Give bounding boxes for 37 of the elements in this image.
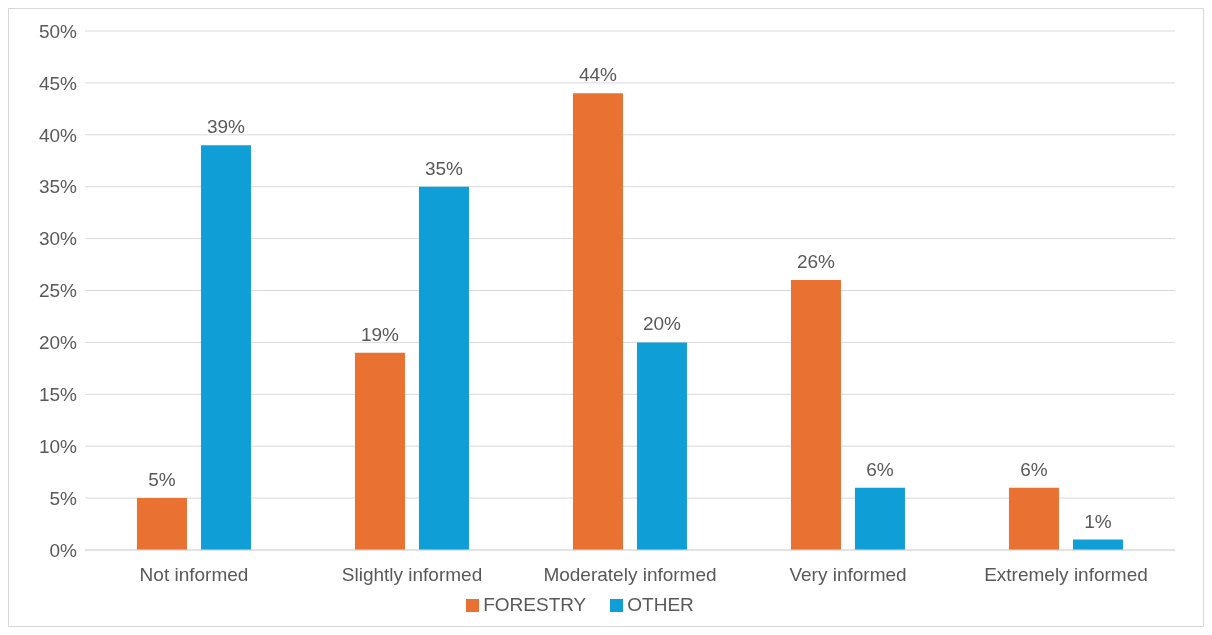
bar: [1008, 487, 1059, 550]
data-label: 19%: [360, 323, 400, 345]
y-tick-label: 35%: [38, 176, 78, 198]
bar: [418, 186, 469, 550]
bar: [790, 280, 841, 550]
data-label: 6%: [1020, 458, 1048, 480]
legend-label: OTHER: [627, 594, 694, 615]
data-label: 39%: [206, 116, 246, 138]
y-tick-label: 15%: [38, 384, 78, 406]
y-tick-label: 40%: [38, 124, 78, 146]
x-tick-label: Moderately informed: [543, 564, 717, 586]
y-tick-label: 20%: [38, 332, 78, 354]
data-label: 44%: [578, 64, 618, 86]
bar: [200, 145, 251, 550]
y-tick-label: 10%: [38, 435, 78, 457]
bar: [636, 342, 687, 550]
data-label: 1%: [1084, 510, 1112, 532]
data-label: 26%: [796, 251, 836, 273]
x-tick-label: Extremely informed: [984, 564, 1148, 586]
x-tick-label: Not informed: [139, 564, 249, 586]
bar: [136, 498, 187, 550]
data-label: 20%: [642, 313, 682, 335]
y-tick-label: 25%: [38, 280, 78, 302]
y-tick-label: 30%: [38, 228, 78, 250]
legend-label: FORESTRY: [483, 594, 587, 615]
x-tick-label: Very informed: [789, 564, 907, 586]
y-tick-label: 0%: [49, 539, 78, 561]
bar: [854, 487, 905, 550]
data-label: 6%: [866, 458, 894, 480]
y-tick-label: 5%: [49, 487, 78, 509]
bar: [354, 352, 405, 550]
bar: [572, 93, 623, 550]
data-label: 35%: [424, 157, 464, 179]
y-tick-label: 45%: [38, 72, 78, 94]
data-label: 5%: [148, 469, 176, 491]
y-tick-label: 50%: [38, 20, 78, 42]
x-tick-label: Slightly informed: [341, 564, 483, 586]
